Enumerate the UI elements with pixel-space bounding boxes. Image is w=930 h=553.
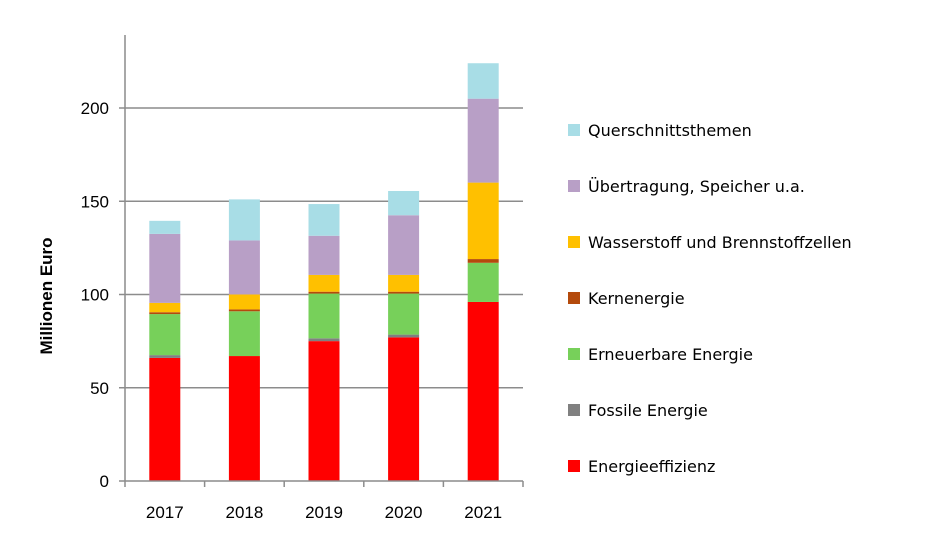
legend-label: Fossile Energie xyxy=(588,401,708,420)
legend-label: Wasserstoff und Brennstoffzellen xyxy=(588,233,852,252)
x-tick-label: 2021 xyxy=(464,503,502,522)
bar-segment xyxy=(149,302,181,313)
x-tick-label: 2018 xyxy=(225,503,263,522)
x-tick-label: 2019 xyxy=(305,503,343,522)
legend-swatch xyxy=(568,124,580,136)
legend-swatch xyxy=(568,460,580,472)
bar-segment xyxy=(149,355,181,358)
bar-segment xyxy=(467,259,499,263)
legend-swatch xyxy=(568,348,580,360)
y-tick-label: 50 xyxy=(90,379,109,398)
bar-segment xyxy=(228,356,260,481)
x-tick-label: 2017 xyxy=(146,503,184,522)
bar-segment xyxy=(308,341,340,481)
bar-segment xyxy=(467,63,499,99)
legend-item: Kernenergie xyxy=(568,289,685,308)
bar-segment xyxy=(308,293,340,339)
bar-segment xyxy=(388,215,420,275)
legend-label: Übertragung, Speicher u.a. xyxy=(588,177,805,196)
legend-swatch xyxy=(568,404,580,416)
legend-item: Querschnittsthemen xyxy=(568,121,752,140)
bar-segment xyxy=(388,334,420,338)
bar-segment xyxy=(467,301,499,481)
bar-segment xyxy=(308,338,340,342)
legend-label: Erneuerbare Energie xyxy=(588,345,753,364)
legend-item: Fossile Energie xyxy=(568,401,708,420)
bar-segment xyxy=(388,291,420,294)
bar-segment xyxy=(467,262,499,302)
y-tick-label: 150 xyxy=(81,192,109,211)
bar-segment xyxy=(467,98,499,183)
legend-item: Energieeffizienz xyxy=(568,457,715,476)
bar-segment xyxy=(388,190,420,216)
bar-segment xyxy=(149,312,181,315)
bar-segment xyxy=(388,293,420,335)
y-tick-label: 100 xyxy=(81,286,109,305)
bar-segment xyxy=(228,294,260,310)
bar-segment xyxy=(388,337,420,481)
x-tick-labels: 2017 2018 2019 2020 2021 xyxy=(146,503,502,522)
legend-item: Erneuerbare Energie xyxy=(568,345,753,364)
bar-segment xyxy=(388,274,420,292)
bar-segment xyxy=(308,291,340,294)
legend-swatch xyxy=(568,236,580,248)
bar-segment xyxy=(228,311,260,357)
bar-segment xyxy=(149,357,181,481)
legend-swatch xyxy=(568,292,580,304)
legend-label: Querschnittsthemen xyxy=(588,121,752,140)
legend-label: Kernenergie xyxy=(588,289,685,308)
bar-segment xyxy=(149,314,181,356)
legend-label: Energieeffizienz xyxy=(588,457,715,476)
bar-segment xyxy=(228,240,260,295)
bars xyxy=(149,63,499,481)
legend-item: Wasserstoff und Brennstoffzellen xyxy=(568,233,852,252)
legend-item: Übertragung, Speicher u.a. xyxy=(568,177,805,196)
bar-segment xyxy=(149,233,181,303)
legend-swatch xyxy=(568,180,580,192)
axes xyxy=(119,35,524,487)
bar-segment xyxy=(467,182,499,260)
bar-segment xyxy=(228,309,260,312)
x-tick-label: 2020 xyxy=(385,503,423,522)
bar-segment xyxy=(308,204,340,236)
legend: Querschnittsthemen Übertragung, Speicher … xyxy=(568,121,852,476)
y-tick-label: 200 xyxy=(81,99,109,118)
bar-segment xyxy=(308,274,340,292)
bar-segment xyxy=(228,199,260,241)
y-tick-label: 0 xyxy=(100,472,109,491)
y-axis-label: Millionen Euro xyxy=(37,237,56,354)
bar-segment xyxy=(149,220,181,234)
bar-segment xyxy=(308,235,340,275)
y-tick-labels: 0 50 100 150 200 xyxy=(81,99,109,491)
